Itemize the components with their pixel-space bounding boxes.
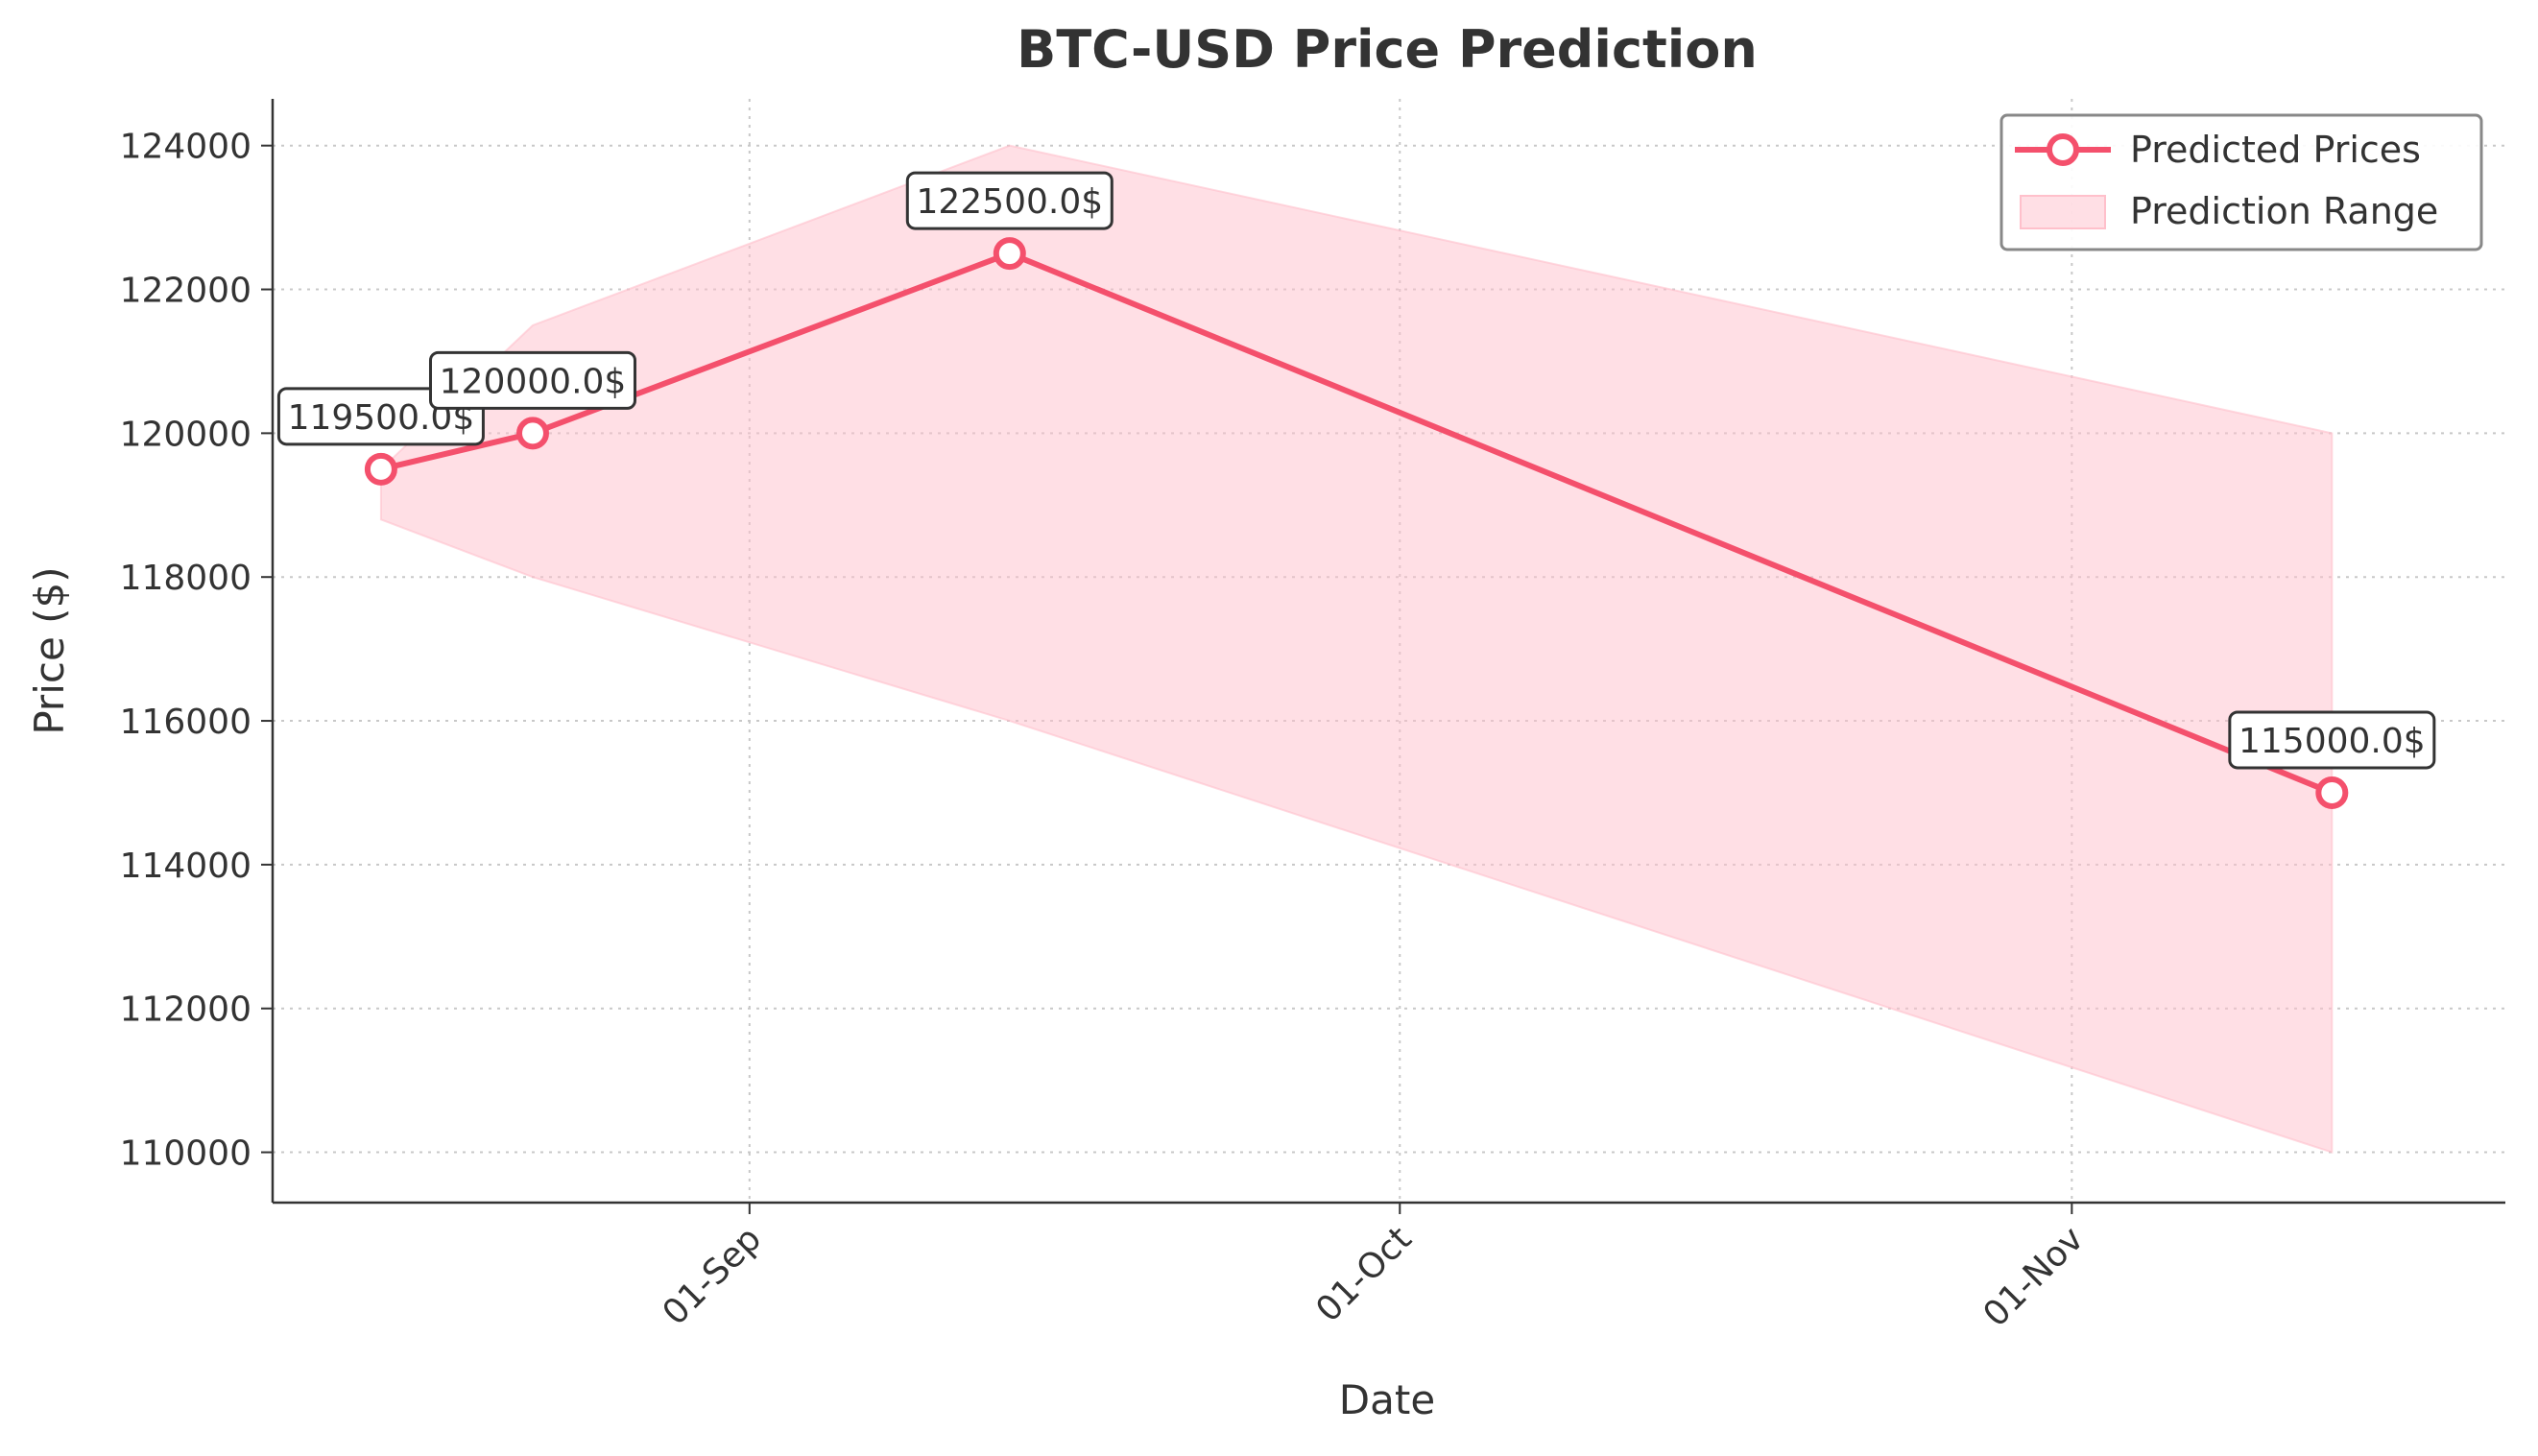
data-label-box [428,350,636,410]
y-tick-label: 118000 [120,559,251,598]
data-label-box [2228,710,2436,770]
data-label: 120000.0$ [440,362,627,401]
x-tick-label: 01-Nov [1975,1219,2091,1334]
y-tick-label: 120000 [120,415,251,454]
data-label-box [905,171,1113,230]
predicted-prices-line [380,251,2334,796]
x-axis-label: Date [1339,1376,1435,1423]
data-point-marker [2315,776,2349,809]
legend-marker-swatch [2047,133,2079,166]
x-tick-label: 01-Sep [656,1219,770,1333]
prediction-range-area [379,144,2334,1154]
y-tick-label: 110000 [120,1134,251,1174]
x-tick-label: 01-Oct [1308,1219,1419,1329]
y-tick-label: 112000 [120,991,251,1030]
legend: Predicted Prices Prediction Range [1999,113,2483,251]
y-tick-label: 124000 [120,128,251,167]
legend-range-swatch [2020,195,2106,229]
y-axis-label: Price ($) [26,566,73,734]
y-tick-label: 122000 [120,272,251,311]
legend-box [1999,113,2483,251]
data-point-marker [993,237,1026,271]
predicted-prices-series [364,237,2349,809]
data-label: 115000.0$ [2239,722,2426,761]
legend-label-range: Prediction Range [2130,190,2438,232]
annotations: 119500.0$120000.0$122500.0$115000.0$ [276,171,2436,770]
y-tick-label: 116000 [120,703,251,742]
data-point-marker [364,452,397,486]
data-label: 122500.0$ [916,182,1103,222]
legend-label-predicted: Predicted Prices [2130,129,2421,171]
prediction-range-band [379,144,2334,1154]
chart-title: BTC-USD Price Prediction [1017,19,1758,80]
data-point-marker [515,417,549,450]
y-tick-label: 114000 [120,847,251,886]
